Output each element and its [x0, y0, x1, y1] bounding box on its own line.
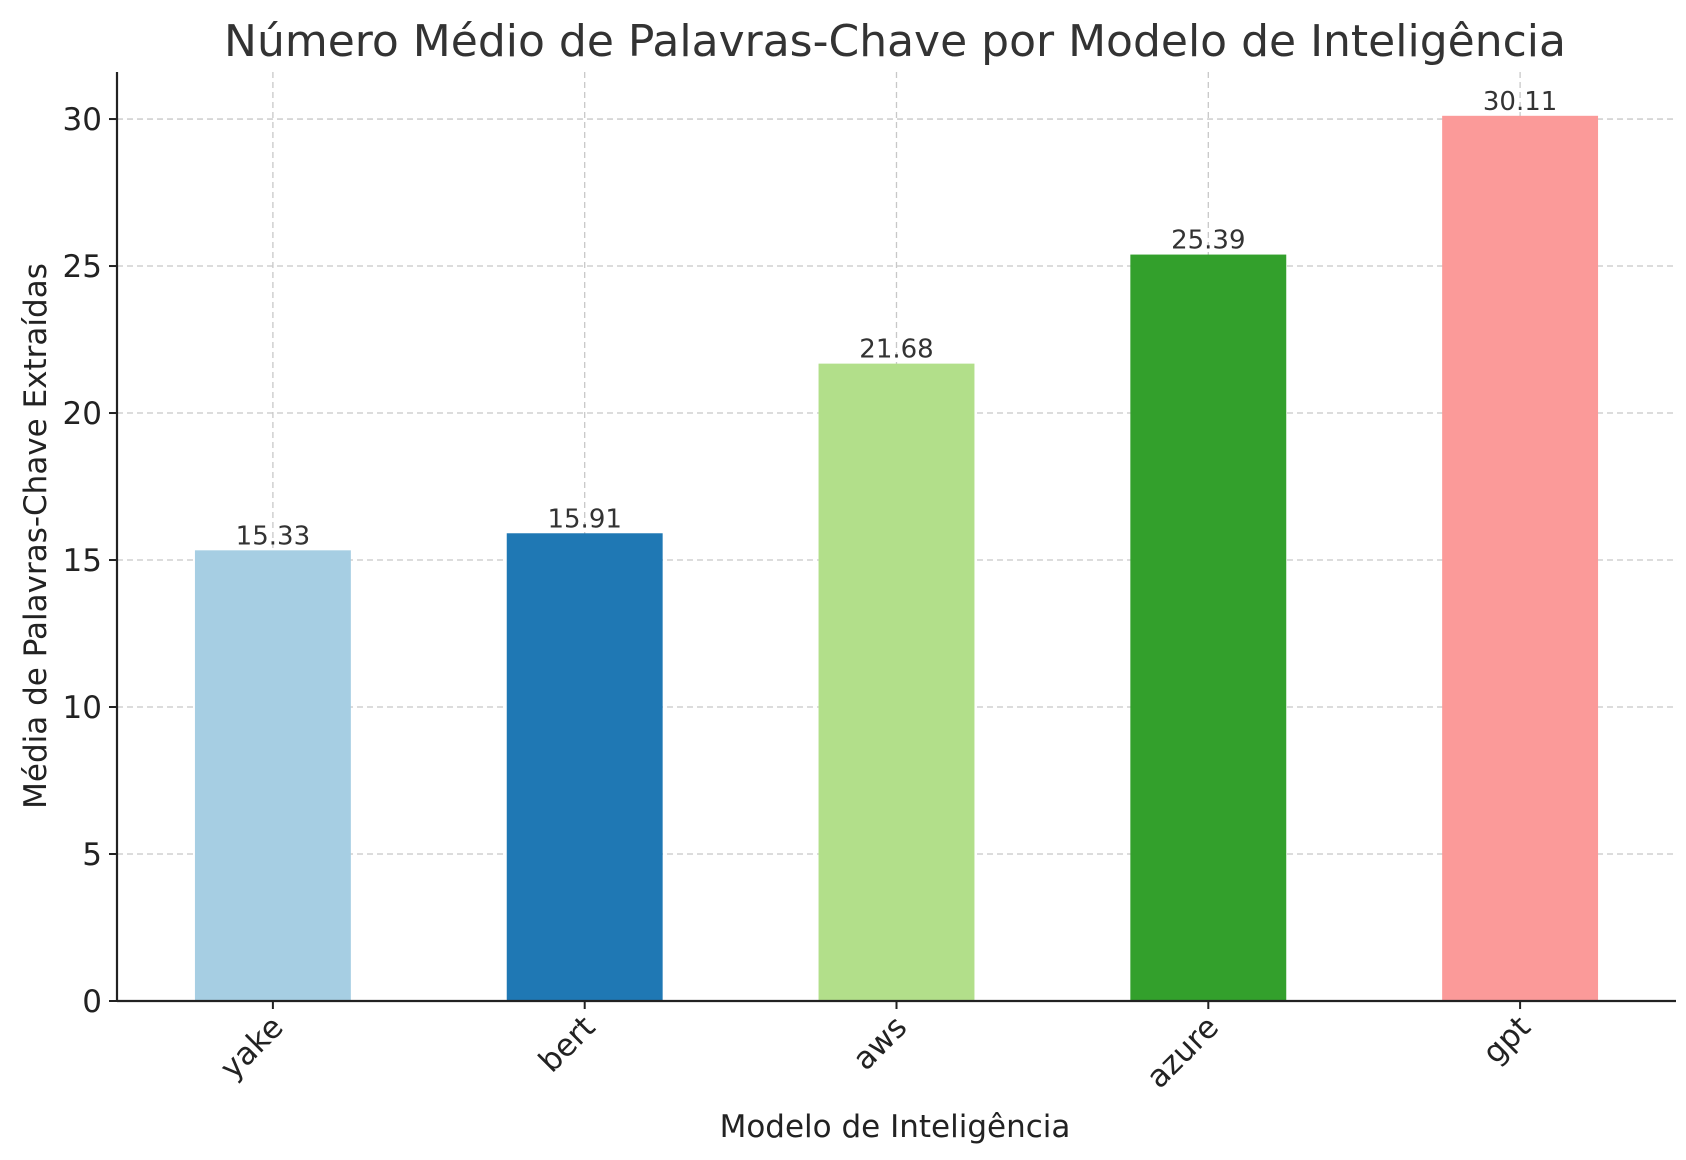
y-tick-label: 25: [63, 249, 102, 285]
y-axis-label: Média de Palavras-Chave Extraídas: [18, 263, 54, 809]
x-axis-label: Modelo de Inteligência: [720, 1109, 1071, 1145]
data-label-azure: 25.39: [1171, 226, 1245, 256]
bar-yake: [194, 550, 351, 1001]
bars-layer: [194, 115, 1599, 1001]
y-tick-label: 0: [82, 984, 102, 1020]
bar-bert: [506, 533, 663, 1001]
data-label-gpt: 30.11: [1483, 87, 1557, 117]
y-tick-label: 10: [63, 690, 102, 726]
chart-title: Número Médio de Palavras-Chave por Model…: [224, 16, 1566, 67]
bar-azure: [1130, 254, 1287, 1001]
bar-gpt: [1442, 115, 1599, 1001]
x-tick-label-yake: yake: [213, 1009, 290, 1086]
y-tick-label: 5: [82, 837, 102, 873]
y-tick-label: 20: [63, 396, 102, 432]
data-label-yake: 15.33: [236, 521, 310, 551]
data-label-aws: 21.68: [859, 335, 933, 365]
bar-aws: [818, 363, 975, 1001]
x-tick-label-azure: azure: [1140, 1009, 1226, 1095]
x-tick-label-gpt: gpt: [1476, 1009, 1538, 1071]
y-tick-label: 15: [63, 543, 102, 579]
x-tick-label-aws: aws: [846, 1009, 914, 1077]
data-label-bert: 15.91: [547, 504, 621, 534]
y-tick-label: 30: [63, 102, 102, 138]
x-tick-label-bert: bert: [532, 1009, 602, 1079]
axes-layer: [109, 72, 1676, 1009]
